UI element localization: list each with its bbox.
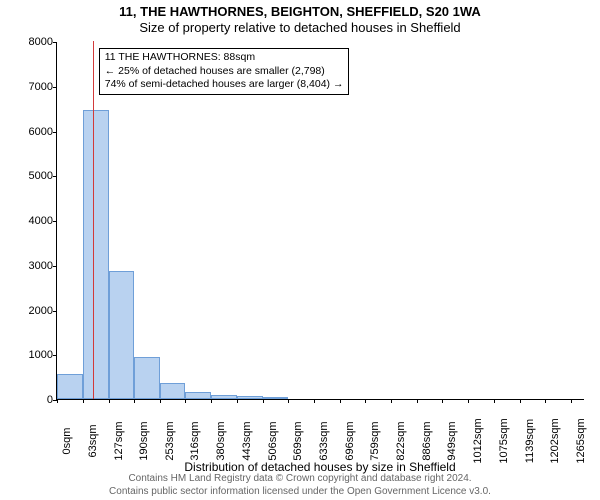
- xtick-label: 1139sqm: [524, 419, 536, 463]
- info-box-line2: ← 25% of detached houses are smaller (2,…: [105, 65, 344, 79]
- xtick-mark: [417, 399, 418, 403]
- ytick-label: 5000: [13, 170, 53, 182]
- xtick-label: 696sqm: [344, 421, 356, 460]
- xtick-mark: [340, 399, 341, 403]
- histogram-bar: [237, 396, 263, 399]
- xtick-label: 380sqm: [215, 421, 227, 460]
- plot-region: 0100020003000400050006000700080000sqm63s…: [56, 42, 584, 400]
- xtick-label: 253sqm: [164, 421, 176, 460]
- xtick-label: 1202sqm: [549, 418, 561, 463]
- xtick-mark: [83, 399, 84, 403]
- footer-attribution: Contains HM Land Registry data © Crown c…: [0, 473, 600, 498]
- ytick-label: 6000: [13, 126, 53, 138]
- info-box: 11 THE HAWTHORNES: 88sqm← 25% of detache…: [99, 48, 350, 95]
- footer-line1: Contains HM Land Registry data © Crown c…: [0, 473, 600, 486]
- xtick-mark: [571, 399, 572, 403]
- histogram-bar: [134, 357, 160, 400]
- ytick-label: 1000: [13, 349, 53, 361]
- xtick-mark: [468, 399, 469, 403]
- xtick-label: 633sqm: [318, 421, 330, 460]
- info-box-line1: 11 THE HAWTHORNES: 88sqm: [105, 51, 344, 65]
- ytick-label: 2000: [13, 305, 53, 317]
- footer-line2: Contains public sector information licen…: [0, 486, 600, 499]
- xtick-label: 1075sqm: [498, 418, 510, 463]
- xtick-label: 127sqm: [113, 421, 125, 460]
- histogram-bar: [160, 383, 186, 399]
- xtick-mark: [134, 399, 135, 403]
- info-box-line3: 74% of semi-detached houses are larger (…: [105, 78, 344, 92]
- xtick-mark: [57, 399, 58, 403]
- histogram-bar: [263, 397, 289, 399]
- xtick-label: 1012sqm: [472, 418, 484, 463]
- histogram-bar: [109, 271, 135, 399]
- xtick-mark: [160, 399, 161, 403]
- xtick-label: 569sqm: [292, 421, 304, 460]
- xtick-mark: [314, 399, 315, 403]
- x-axis-label: Distribution of detached houses by size …: [56, 460, 584, 474]
- histogram-bar: [211, 395, 237, 399]
- xtick-label: 949sqm: [446, 421, 458, 460]
- chart-area: Number of detached properties 0100020003…: [56, 42, 584, 400]
- ytick-mark: [53, 311, 57, 312]
- xtick-mark: [185, 399, 186, 403]
- xtick-label: 759sqm: [369, 421, 381, 460]
- xtick-mark: [365, 399, 366, 403]
- xtick-mark: [545, 399, 546, 403]
- xtick-mark: [109, 399, 110, 403]
- ytick-label: 3000: [13, 260, 53, 272]
- xtick-mark: [520, 399, 521, 403]
- chart-title-address: 11, THE HAWTHORNES, BEIGHTON, SHEFFIELD,…: [0, 0, 600, 19]
- ytick-mark: [53, 87, 57, 88]
- ytick-mark: [53, 266, 57, 267]
- xtick-label: 316sqm: [189, 421, 201, 460]
- ytick-mark: [53, 42, 57, 43]
- xtick-label: 1265sqm: [575, 418, 587, 463]
- ytick-label: 8000: [13, 36, 53, 48]
- xtick-label: 63sqm: [87, 424, 99, 457]
- histogram-bar: [83, 110, 109, 399]
- ytick-mark: [53, 176, 57, 177]
- chart-title-desc: Size of property relative to detached ho…: [0, 19, 600, 35]
- ytick-label: 7000: [13, 81, 53, 93]
- xtick-mark: [494, 399, 495, 403]
- property-marker-line: [93, 41, 94, 399]
- ytick-label: 0: [13, 394, 53, 406]
- ytick-mark: [53, 355, 57, 356]
- histogram-bar: [57, 374, 83, 399]
- xtick-label: 822sqm: [395, 421, 407, 460]
- histogram-bar: [185, 392, 211, 399]
- xtick-label: 506sqm: [267, 421, 279, 460]
- xtick-mark: [263, 399, 264, 403]
- xtick-label: 443sqm: [241, 421, 253, 460]
- xtick-mark: [288, 399, 289, 403]
- xtick-label: 0sqm: [61, 428, 73, 455]
- ytick-label: 4000: [13, 215, 53, 227]
- ytick-mark: [53, 132, 57, 133]
- ytick-mark: [53, 221, 57, 222]
- xtick-mark: [237, 399, 238, 403]
- xtick-label: 190sqm: [138, 421, 150, 460]
- xtick-mark: [211, 399, 212, 403]
- xtick-mark: [391, 399, 392, 403]
- xtick-label: 886sqm: [421, 421, 433, 460]
- xtick-mark: [442, 399, 443, 403]
